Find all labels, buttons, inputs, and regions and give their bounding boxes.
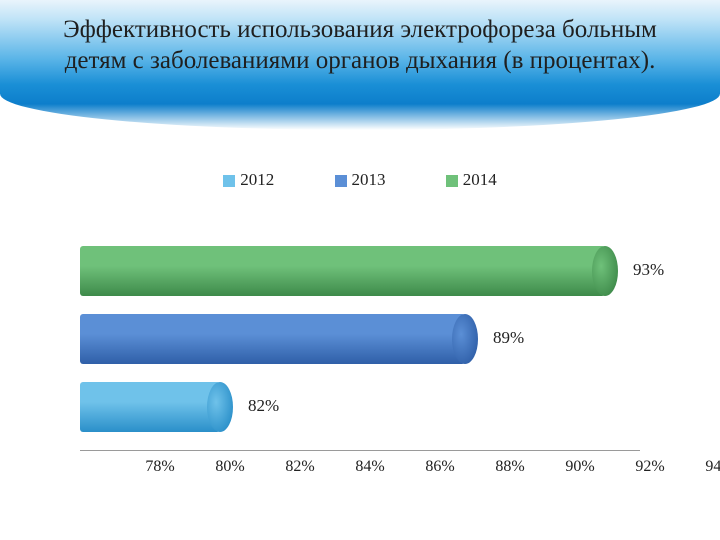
- x-tick-label: 94%: [705, 458, 720, 476]
- legend-item: 2014: [446, 170, 497, 190]
- bar-value-label: 82%: [248, 396, 279, 416]
- slide: Эффективность использования электрофорез…: [0, 0, 720, 540]
- bar-value-label: 89%: [493, 328, 524, 348]
- bar-chart: 2012 2013 2014 82%89%93% 78%80%82%84%86%…: [80, 170, 640, 500]
- legend-swatch: [446, 175, 458, 187]
- plot-area: 82%89%93%: [80, 210, 640, 450]
- legend-label: 2012: [240, 170, 274, 189]
- x-tick-label: 78%: [145, 458, 174, 476]
- chart-legend: 2012 2013 2014: [80, 170, 640, 190]
- x-tick-label: 82%: [285, 458, 314, 476]
- slide-title: Эффективность использования электрофорез…: [30, 14, 690, 77]
- legend-swatch: [335, 175, 347, 187]
- bar-value-label: 93%: [633, 260, 664, 280]
- legend-label: 2013: [352, 170, 386, 189]
- x-axis-line: [80, 450, 640, 451]
- legend-item: 2012: [223, 170, 274, 190]
- x-tick-label: 90%: [565, 458, 594, 476]
- x-tick-label: 84%: [355, 458, 384, 476]
- legend-swatch: [223, 175, 235, 187]
- x-tick-label: 86%: [425, 458, 454, 476]
- x-tick-label: 88%: [495, 458, 524, 476]
- x-tick-label: 92%: [635, 458, 664, 476]
- x-tick-label: 80%: [215, 458, 244, 476]
- legend-item: 2013: [335, 170, 386, 190]
- legend-label: 2014: [463, 170, 497, 189]
